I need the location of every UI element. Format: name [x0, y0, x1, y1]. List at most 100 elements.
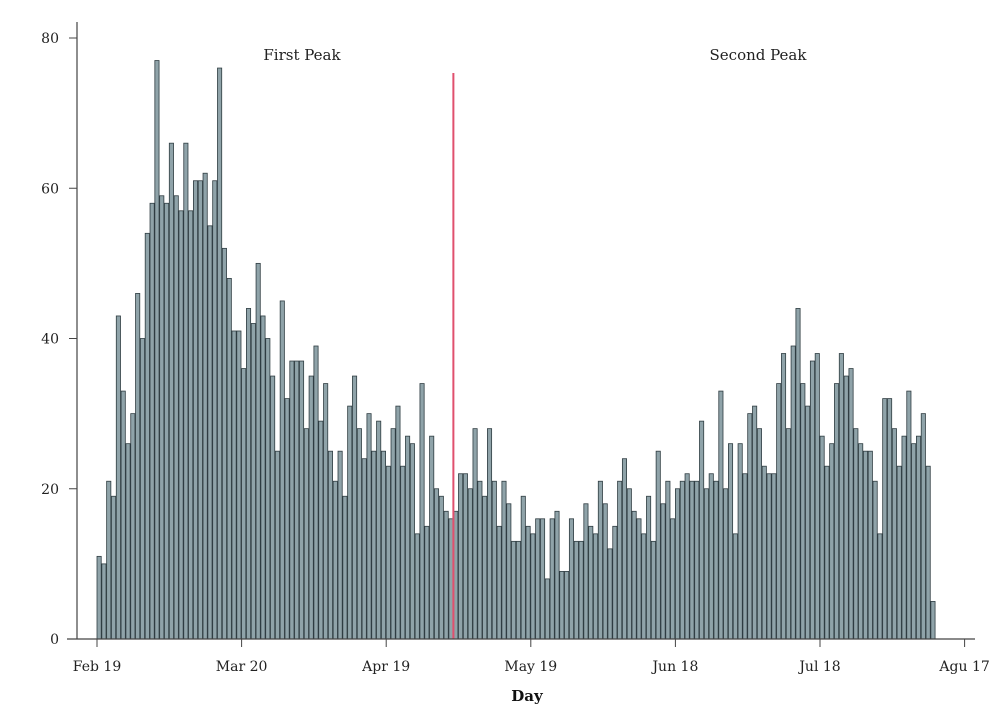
bar: [159, 195, 165, 640]
bar: [809, 360, 815, 640]
bar: [409, 443, 415, 640]
bar: [593, 533, 599, 640]
bar: [564, 570, 570, 640]
bar: [891, 428, 897, 640]
bar: [164, 202, 170, 640]
bar: [241, 368, 247, 640]
bar: [347, 405, 353, 640]
bar: [568, 518, 574, 640]
bar: [217, 67, 223, 640]
bar: [299, 360, 305, 640]
bar: [511, 540, 517, 640]
bar: [419, 383, 425, 640]
bar: [294, 360, 300, 640]
bar: [101, 563, 107, 640]
bar: [699, 420, 705, 640]
bar: [544, 578, 550, 640]
bar: [684, 473, 690, 640]
bar: [925, 465, 931, 640]
x-axis-ticks: Feb 19 Mar 20 Apr 19 May 19 Jun 18 Jul 18 Agu …: [73, 639, 990, 675]
bar: [462, 473, 468, 640]
bar: [877, 533, 883, 640]
x-tick-label: Mar 20: [216, 659, 268, 675]
y-tick-label: 20: [41, 482, 59, 498]
bar: [438, 495, 444, 640]
bar: [790, 345, 796, 640]
bar: [612, 525, 618, 640]
bar: [433, 488, 440, 640]
bar: [776, 383, 782, 640]
bar: [265, 338, 271, 640]
bar: [496, 525, 502, 640]
bar: [501, 480, 507, 640]
x-tick-label: Agu 17: [938, 659, 989, 675]
bar: [838, 353, 844, 640]
bar: [670, 518, 676, 640]
bar: [646, 495, 652, 640]
bar: [761, 465, 767, 640]
bar: [694, 480, 700, 640]
bar: [183, 142, 189, 640]
bar: [737, 443, 743, 640]
bar: [443, 510, 449, 640]
bar: [236, 330, 242, 640]
bar: [139, 338, 146, 640]
x-tick-label: Feb 19: [73, 659, 121, 675]
bar: [472, 428, 478, 640]
bar: [327, 450, 333, 640]
bar: [188, 210, 194, 640]
bar: [154, 60, 160, 640]
bar: [149, 202, 155, 640]
bar: [829, 443, 835, 640]
bar: [168, 142, 174, 640]
bar: [641, 533, 647, 640]
bar: [805, 405, 811, 640]
bar: [178, 210, 184, 640]
bar: [255, 262, 261, 640]
bar: [111, 495, 117, 640]
bar: [260, 315, 266, 640]
bar: [130, 413, 136, 640]
bar: [660, 503, 666, 640]
bar: [665, 480, 671, 640]
bar: [318, 420, 324, 640]
bar: [756, 428, 762, 640]
bar: [361, 458, 367, 640]
bar: [718, 390, 724, 640]
bar: [858, 443, 864, 640]
bar: [390, 428, 396, 640]
bar: [540, 518, 546, 640]
bar: [520, 495, 526, 640]
bar: [371, 450, 377, 640]
bar: [274, 450, 280, 640]
bar: [848, 368, 854, 640]
bar: [911, 443, 917, 640]
bar: [125, 443, 131, 640]
bar: [834, 383, 840, 640]
bar: [366, 413, 372, 640]
bar: [250, 323, 256, 640]
bar: [607, 548, 613, 640]
bar: [395, 405, 401, 640]
bar: [376, 420, 382, 640]
bar: [887, 398, 893, 640]
bar: [284, 398, 290, 640]
bar: [279, 300, 285, 640]
bar: [916, 435, 922, 640]
y-tick-label: 0: [50, 632, 59, 648]
bar: [723, 488, 729, 640]
bar: [819, 435, 825, 640]
bar: [597, 480, 603, 640]
bar: [144, 232, 150, 640]
bar: [920, 413, 926, 640]
bar: [824, 465, 830, 640]
bar: [115, 315, 121, 640]
bar: [853, 428, 859, 640]
bar: [207, 225, 213, 640]
bar: [896, 465, 902, 640]
bar: [742, 473, 748, 640]
bar: [226, 277, 232, 640]
bar: [867, 450, 873, 640]
bar: [713, 480, 719, 640]
bar: [882, 398, 888, 640]
